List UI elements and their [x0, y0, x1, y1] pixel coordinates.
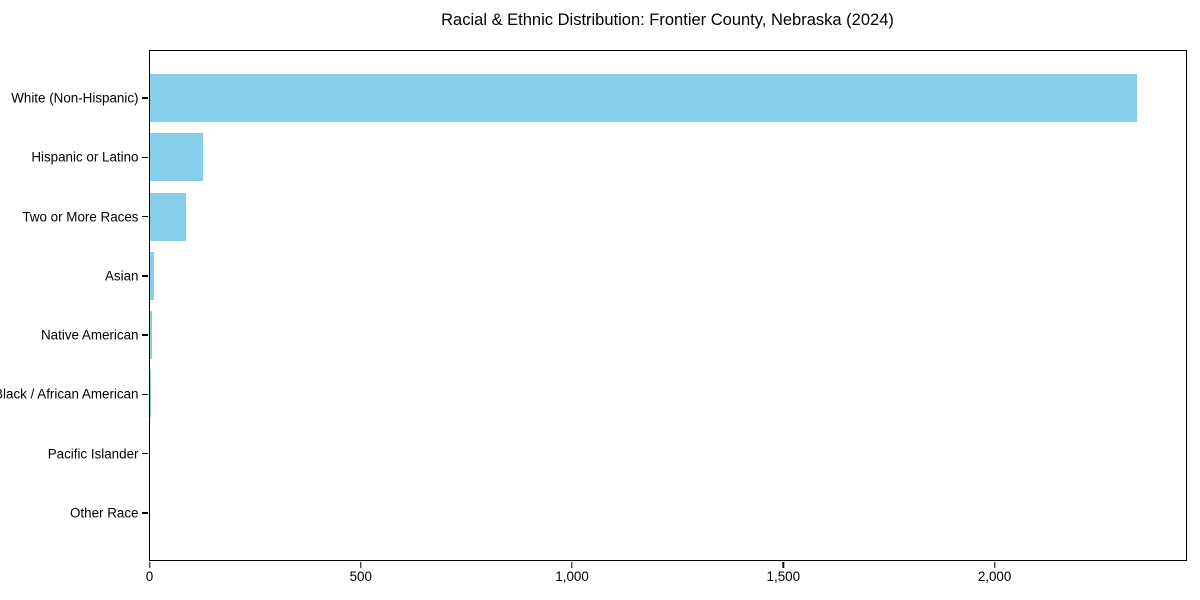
x-axis-tick: [993, 561, 996, 568]
y-axis-tick: [141, 97, 148, 99]
y-axis-tick: [141, 334, 148, 336]
x-axis-tick-label: 1,000: [555, 569, 589, 584]
y-axis-label: Native American: [41, 327, 139, 343]
y-axis-label: Asian: [105, 268, 139, 284]
y-axis-tick: [141, 156, 148, 158]
bar: [149, 311, 153, 360]
y-axis-tick: [141, 215, 148, 218]
y-axis-tick: [141, 453, 148, 455]
x-axis-tick: [360, 561, 362, 568]
y-axis-label: Other Race: [70, 505, 139, 521]
y-axis-label: White (Non-Hispanic): [11, 90, 139, 106]
x-axis-tick-label: 1,500: [766, 569, 801, 584]
x-axis-tick: [148, 561, 151, 568]
x-axis-tick: [782, 561, 785, 568]
bar: [149, 74, 1137, 122]
x-axis-tick-label: 0: [145, 569, 154, 584]
y-axis-tick: [141, 512, 148, 514]
y-axis-tick: [141, 275, 148, 277]
bar: [149, 133, 203, 182]
plot-area: White (Non-Hispanic) Hispanic or Latino Tw…: [0, 50, 1187, 584]
x-axis-tick: [571, 561, 573, 568]
y-axis-label: Black / African American: [0, 386, 139, 402]
chart-title: Racial & Ethnic Distribution: Frontier C…: [441, 11, 894, 29]
bar: [149, 370, 152, 419]
bar: [149, 251, 154, 300]
bar: [149, 192, 186, 241]
y-axis-label: Hispanic or Latino: [31, 149, 139, 165]
y-axis-label: Two or More Races: [22, 209, 139, 225]
y-axis-label: Pacific Islander: [47, 446, 139, 462]
x-axis-tick-label: 500: [349, 569, 372, 584]
x-axis-tick-label: 2,000: [977, 569, 1012, 584]
y-axis-tick: [141, 393, 148, 396]
